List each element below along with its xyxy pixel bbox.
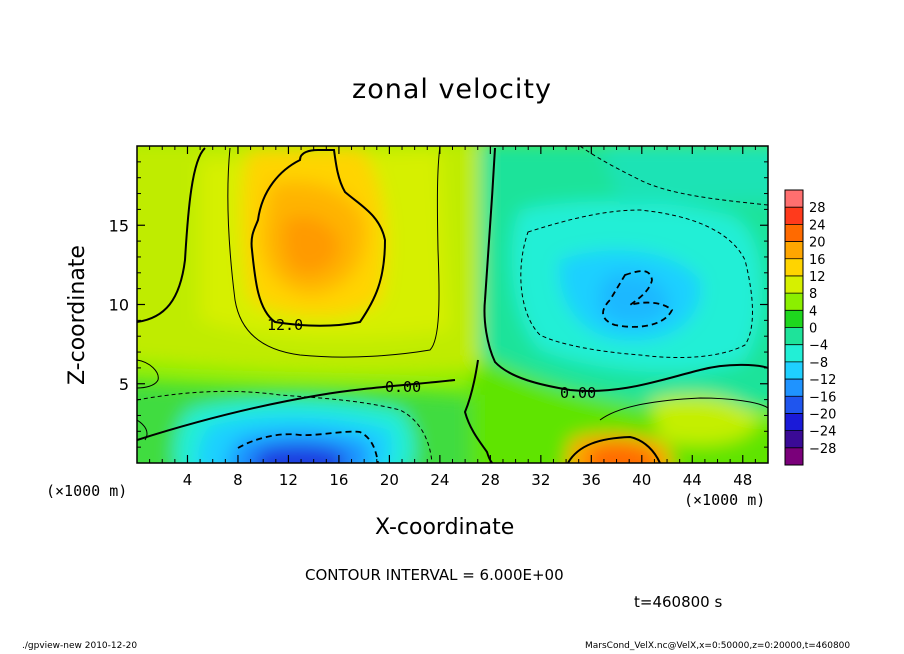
x-axis-label: X-coordinate: [375, 515, 515, 540]
contour-label-zero-right: 0.00: [560, 384, 596, 402]
colorbar-swatch: [785, 207, 803, 225]
colorbar-swatch: [785, 430, 803, 449]
colorbar-swatch: [785, 413, 803, 432]
colorbar-label: 0: [809, 322, 817, 337]
colorbar-label: −24: [809, 425, 836, 440]
colorbar-label: 8: [809, 287, 817, 302]
colorbar-swatch: [785, 396, 803, 414]
colorbar-swatch: [785, 344, 803, 363]
colorbar-label: −12: [809, 373, 836, 388]
x-tick-label: 12: [279, 471, 298, 489]
x-tick-label: 40: [632, 471, 651, 489]
x-tick-label: 20: [380, 471, 399, 489]
colorbar: 28 24 20 16 12 8 4 0 −4 −8 −12 −16 −20 −24 −28: [784, 189, 836, 466]
x-unit-label-right: (×1000 m): [684, 491, 766, 509]
y-axis-label: Z-coordinate: [65, 245, 90, 385]
colorbar-label: −20: [809, 407, 836, 422]
x-tick-label: 44: [683, 471, 702, 489]
colorbar-swatch: [785, 379, 803, 397]
colorbar-swatch: [785, 241, 803, 260]
colorbar-swatch: [785, 327, 803, 346]
colorbar-swatch: [785, 224, 803, 243]
colorbar-swatch: [785, 310, 803, 328]
contour-label-zero-left: 0.00: [385, 378, 421, 396]
y-tick-label: 15: [109, 216, 129, 235]
colorbar-label: 16: [809, 253, 826, 268]
x-tick-label: 16: [329, 471, 348, 489]
colorbar-label: 4: [809, 304, 817, 319]
y-axis: 5 10 15: [109, 161, 768, 448]
colorbar-swatch: [785, 275, 803, 294]
x-tick-label: 4: [183, 471, 193, 489]
colorbar-label: −8: [809, 356, 828, 371]
footer-right: MarsCond_VelX.nc@VelX,x=0:50000,z=0:2000…: [585, 641, 851, 651]
colorbar-label: 24: [809, 218, 826, 233]
x-tick-label: 28: [481, 471, 500, 489]
x-tick-label: 32: [531, 471, 550, 489]
x-tick-label: 36: [582, 471, 601, 489]
x-axis: 4 8 12 16 20 24 28 32 36 40 44 48: [149, 146, 756, 489]
colorbar-swatch: [785, 258, 803, 277]
contour-interval: CONTOUR INTERVAL = 6.000E+00: [305, 566, 564, 584]
colorbar-label: 12: [809, 270, 826, 285]
colorbar-swatch: [785, 361, 803, 380]
x-tick-label: 24: [430, 471, 449, 489]
colorbar-label: 28: [809, 201, 826, 216]
chart-title: zonal velocity: [352, 74, 552, 105]
y-tick-label: 5: [119, 375, 129, 394]
time-stamp: t=460800 s: [634, 593, 723, 611]
colorbar-swatch: [785, 190, 803, 208]
colorbar-swatch: [785, 447, 803, 466]
colorbar-swatch: [785, 293, 803, 311]
colorbar-label: −16: [809, 390, 836, 405]
velocity-field: [137, 146, 768, 463]
y-tick-label: 10: [109, 296, 129, 315]
contour-label-12: 12.0: [267, 316, 303, 334]
x-tick-label: 8: [233, 471, 243, 489]
x-unit-label-left: (×1000 m): [46, 482, 128, 500]
colorbar-label: −28: [809, 442, 836, 457]
x-tick-label: 48: [733, 471, 752, 489]
colorbar-label: −4: [809, 339, 828, 354]
footer-left: ./gpview-new 2010-12-20: [22, 641, 138, 651]
colorbar-label: 20: [809, 236, 826, 251]
